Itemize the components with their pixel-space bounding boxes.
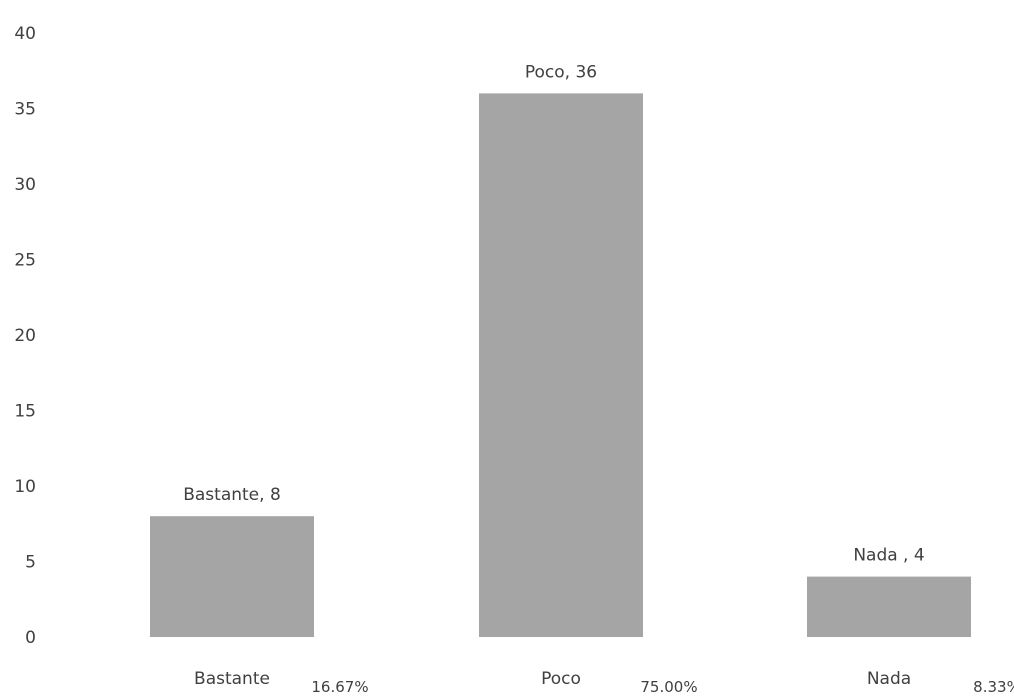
y-tick-label: 5 [25, 553, 36, 573]
x-tick-label: Nada [867, 669, 911, 689]
percent-label: 16.67% [311, 678, 368, 696]
y-tick-label: 10 [14, 477, 36, 497]
y-tick-label: 15 [14, 402, 36, 422]
bar-poco [479, 93, 643, 637]
category-labels: Bastante Poco Nada [194, 669, 911, 689]
y-tick-label: 40 [14, 24, 36, 44]
bar-nada [807, 576, 971, 637]
percent-labels: 16.67% 75.00% 8.33% [311, 678, 1014, 696]
percent-label: 75.00% [640, 678, 697, 696]
bars [150, 93, 971, 637]
x-tick-label: Bastante [194, 669, 270, 689]
y-tick-label: 0 [25, 628, 36, 648]
y-tick-label: 35 [14, 100, 36, 120]
percent-label: 8.33% [973, 678, 1014, 696]
y-tick-label: 25 [14, 251, 36, 271]
data-label: Bastante, 8 [183, 485, 281, 505]
x-tick-label: Poco [541, 669, 581, 689]
data-labels: Bastante, 8 Poco, 36 Nada , 4 [183, 62, 924, 565]
y-tick-label: 30 [14, 175, 36, 195]
bar-bastante [150, 516, 314, 637]
data-label: Poco, 36 [525, 62, 597, 82]
data-label: Nada , 4 [853, 546, 924, 566]
y-axis-ticks: 0 5 10 15 20 25 30 35 40 [14, 24, 36, 648]
y-tick-label: 20 [14, 326, 36, 346]
